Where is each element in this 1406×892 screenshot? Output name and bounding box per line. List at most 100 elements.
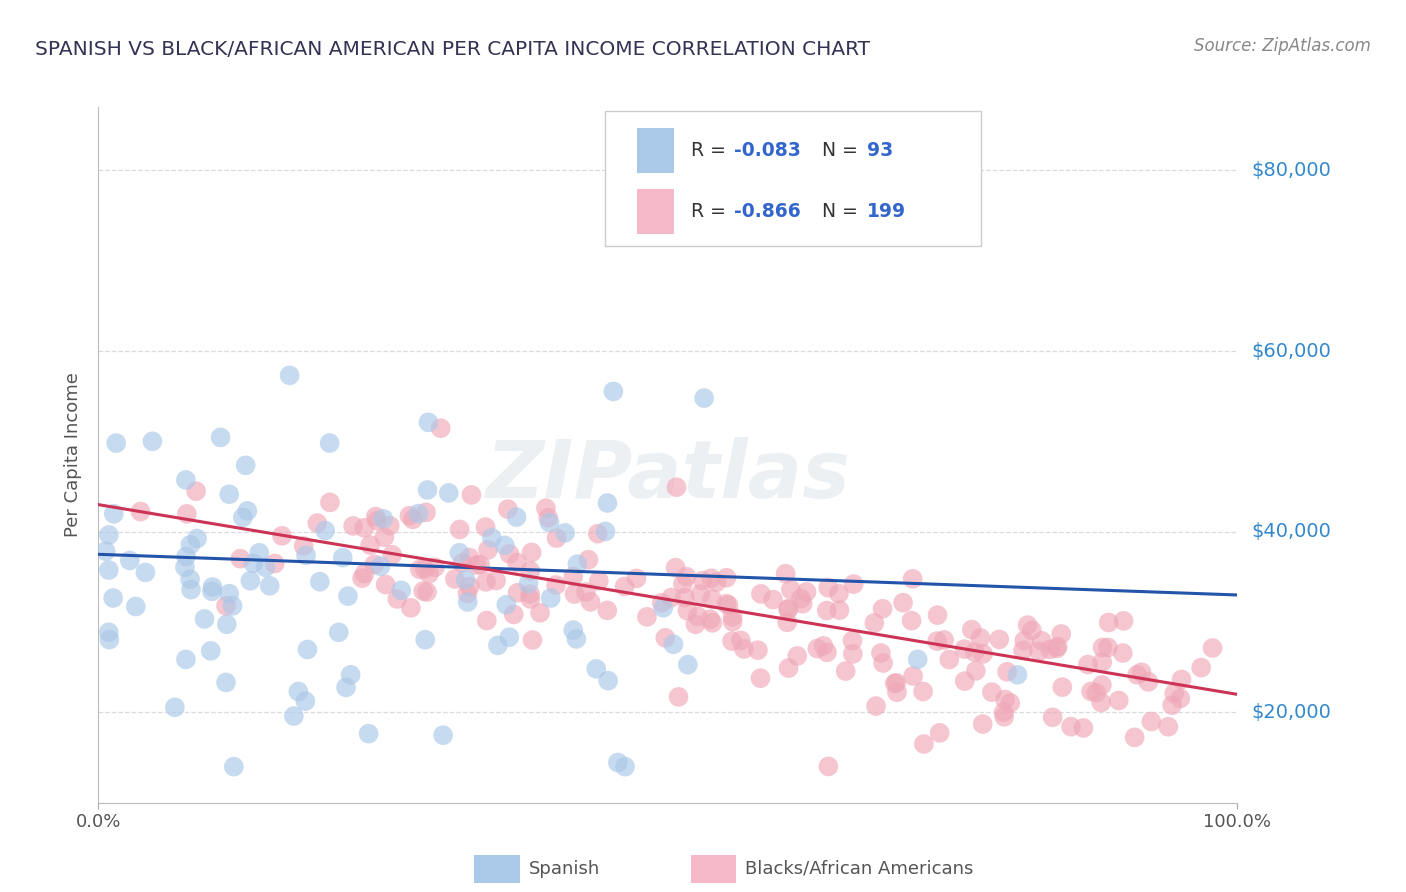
Point <box>702 615 724 630</box>
Point <box>675 569 697 583</box>
Point <box>496 502 519 516</box>
Point <box>1007 668 1029 682</box>
Point <box>1097 640 1119 655</box>
Point <box>578 552 600 566</box>
Point <box>359 538 381 552</box>
Point <box>813 639 835 653</box>
Point <box>842 647 865 661</box>
Point <box>458 550 481 565</box>
Point <box>662 637 685 651</box>
Point <box>179 572 201 586</box>
Text: $20,000: $20,000 <box>1251 703 1331 722</box>
Point <box>451 556 474 570</box>
Point <box>1031 633 1053 648</box>
Point <box>363 558 385 572</box>
Point <box>398 508 420 523</box>
Point <box>700 571 723 585</box>
Point <box>544 578 567 592</box>
Point <box>806 641 828 656</box>
Text: N =: N = <box>821 202 863 221</box>
Point <box>222 759 245 773</box>
Point <box>201 580 224 594</box>
Point <box>865 698 887 713</box>
Point <box>486 639 509 653</box>
Point <box>567 557 589 571</box>
Point <box>97 625 120 640</box>
Point <box>1052 680 1074 694</box>
Point <box>693 391 716 405</box>
Point <box>1042 710 1064 724</box>
Point <box>654 631 676 645</box>
Point <box>415 505 437 519</box>
Point <box>928 726 950 740</box>
Point <box>602 384 624 399</box>
Point <box>953 642 976 657</box>
Point <box>519 591 541 606</box>
Point <box>193 612 215 626</box>
Point <box>218 587 240 601</box>
Point <box>103 507 125 521</box>
Point <box>519 587 541 601</box>
Point <box>540 591 562 605</box>
Point <box>730 633 752 648</box>
Point <box>1170 673 1192 687</box>
Point <box>778 601 800 615</box>
Point <box>328 625 350 640</box>
Point <box>651 596 673 610</box>
Point <box>721 609 744 624</box>
Point <box>502 607 524 622</box>
Point <box>174 473 197 487</box>
Point <box>319 495 342 509</box>
Point <box>409 562 432 576</box>
Point <box>423 560 446 574</box>
Point <box>686 609 709 624</box>
Point <box>749 671 772 685</box>
Point <box>215 599 238 613</box>
Point <box>429 421 451 435</box>
Point <box>747 643 769 657</box>
Point <box>883 676 905 690</box>
Point <box>215 675 238 690</box>
Point <box>596 496 619 510</box>
Text: Spanish: Spanish <box>529 860 600 878</box>
Point <box>242 556 264 570</box>
Point <box>342 519 364 533</box>
Point <box>522 633 544 648</box>
Point <box>685 617 707 632</box>
Point <box>353 566 375 581</box>
Point <box>506 556 529 570</box>
Point <box>498 547 520 561</box>
Point <box>381 548 404 562</box>
Point <box>721 615 744 629</box>
Point <box>520 545 543 559</box>
Point <box>575 585 598 599</box>
Point <box>716 597 738 611</box>
Point <box>339 667 361 681</box>
Point <box>994 692 1017 706</box>
Point <box>1108 693 1130 707</box>
Point <box>413 632 436 647</box>
Text: SPANISH VS BLACK/AFRICAN AMERICAN PER CAPITA INCOME CORRELATION CHART: SPANISH VS BLACK/AFRICAN AMERICAN PER CA… <box>35 40 870 59</box>
Point <box>817 759 839 773</box>
Point <box>1201 640 1223 655</box>
Point <box>460 488 482 502</box>
Point <box>912 737 935 751</box>
Point <box>141 434 163 449</box>
Point <box>699 612 721 626</box>
Point <box>295 549 318 563</box>
Point <box>529 606 551 620</box>
Point <box>562 569 585 583</box>
Point <box>972 647 994 661</box>
Point <box>437 486 460 500</box>
Text: Blacks/African Americans: Blacks/African Americans <box>745 860 974 878</box>
Point <box>927 634 949 648</box>
Point <box>626 571 648 585</box>
Point <box>965 664 987 678</box>
Point <box>1137 674 1160 689</box>
Point <box>792 597 814 611</box>
Point <box>554 525 576 540</box>
FancyBboxPatch shape <box>474 855 520 883</box>
Point <box>1080 684 1102 698</box>
Point <box>454 573 477 587</box>
Point <box>232 510 254 524</box>
